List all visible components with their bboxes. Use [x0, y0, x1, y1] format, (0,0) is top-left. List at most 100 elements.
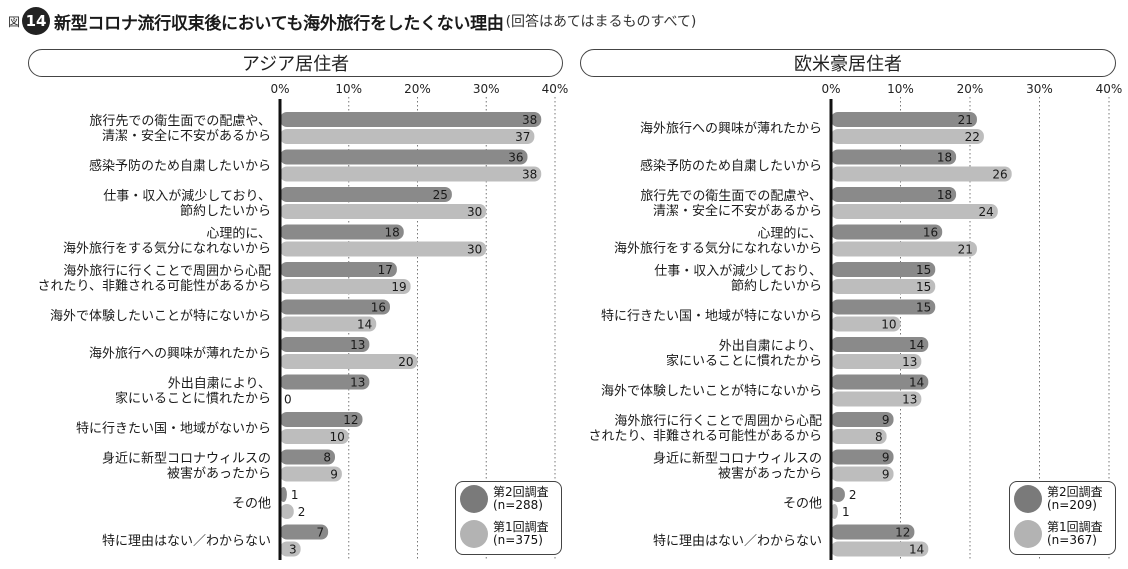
bar — [831, 504, 838, 519]
value-label: 13 — [902, 355, 917, 369]
bar — [280, 129, 535, 144]
value-label: 22 — [965, 130, 980, 144]
category-label: 仕事・収入が減少しており、節約したいから — [103, 188, 271, 219]
legend-label-first: 第1回調査 — [493, 520, 549, 534]
x-tick-label: 20% — [404, 82, 431, 96]
value-label: 9 — [882, 413, 890, 427]
value-label: 21 — [958, 113, 973, 127]
category-label: 感染予防のため自粛したいから — [89, 158, 271, 174]
bar — [831, 279, 936, 294]
bar — [280, 262, 397, 277]
bar — [280, 112, 542, 127]
category-label: 感染予防のため自粛したいから — [640, 158, 822, 174]
legend-swatch-first — [1014, 520, 1042, 548]
value-label: 13 — [902, 393, 917, 407]
bar — [831, 149, 957, 165]
legend-n-first: (n=375) — [493, 533, 543, 547]
bar — [280, 299, 390, 315]
x-tick-label: 40% — [542, 82, 569, 96]
legend-item-first: 第1回調査 (n=367) — [1014, 520, 1103, 548]
value-label: 15 — [916, 263, 931, 277]
value-label: 10 — [329, 430, 344, 444]
category-label: 海外旅行に行くことで周囲から心配されたり、非難される可能性があるから — [38, 264, 271, 294]
value-label: 12 — [895, 526, 910, 540]
bar — [831, 487, 845, 502]
category-label: 海外旅行に行くことで周囲から心配されたり、非難される可能性があるから — [589, 414, 822, 444]
bar — [280, 412, 363, 427]
value-label: 0 — [284, 393, 292, 407]
bar — [280, 429, 349, 444]
value-label: 18 — [937, 151, 952, 165]
category-label: その他 — [232, 497, 271, 512]
x-tick-label: 10% — [887, 82, 914, 96]
bar — [831, 112, 977, 127]
value-label: 15 — [916, 301, 931, 315]
bar — [831, 299, 936, 315]
bar — [831, 316, 901, 332]
value-label: 7 — [316, 526, 324, 540]
bar — [280, 187, 452, 202]
value-label: 2 — [849, 488, 857, 502]
category-label: 特に行きたい国・地域が特にないから — [601, 309, 822, 324]
legend-asia: 第2回調査 (n=288) 第1回調査 (n=375) — [455, 481, 562, 555]
value-label: 17 — [378, 263, 393, 277]
legend-label-first: 第1回調査 — [1047, 520, 1103, 534]
figure-number-badge: 14 — [22, 7, 51, 35]
figure-title: 新型コロナ流行収束後においても海外旅行をしたくない理由 — [54, 13, 504, 34]
legend-western: 第2回調査 (n=209) 第1回調査 (n=367) — [1009, 481, 1116, 555]
category-label: その他 — [783, 497, 822, 512]
value-label: 14 — [357, 318, 372, 332]
category-label: 海外旅行への興味が薄れたから — [89, 347, 271, 362]
bar — [280, 374, 370, 390]
value-label: 12 — [343, 413, 358, 427]
x-tick-label: 0% — [821, 82, 840, 96]
value-label: 16 — [371, 301, 386, 315]
bar — [831, 354, 922, 369]
value-label: 2 — [298, 505, 306, 519]
value-label: 14 — [909, 338, 924, 352]
bar — [280, 466, 342, 482]
bar — [831, 204, 998, 219]
chart-panel-0: 0% 10% 20% 30% 40%3837旅行先での衛生面での配慮や、清潔・安全に不安… — [38, 82, 569, 560]
category-label: 海外旅行への興味が薄れたから — [640, 122, 822, 137]
category-label: 仕事・収入が減少しており、節約したいから — [654, 263, 822, 294]
value-label: 30 — [467, 205, 482, 219]
bar — [831, 412, 894, 427]
bar — [831, 466, 894, 482]
legend-n-second: (n=288) — [493, 498, 543, 512]
category-label: 特に行きたい国・地域がないから — [76, 422, 271, 437]
x-tick-label: 40% — [1096, 82, 1123, 96]
legend-label-second: 第2回調査 — [493, 485, 549, 499]
value-label: 14 — [909, 543, 924, 557]
bar — [280, 279, 411, 294]
bar — [280, 224, 404, 240]
bar — [831, 187, 957, 202]
x-tick-label: 0% — [270, 82, 289, 96]
category-label: 外出自粛により、家にいることに慣れたから — [666, 339, 822, 369]
value-label: 10 — [881, 318, 896, 332]
value-label: 9 — [882, 451, 890, 465]
category-label: 海外で体験したいことが特にないから — [50, 309, 271, 324]
value-label: 15 — [916, 280, 931, 294]
value-label: 38 — [522, 113, 537, 127]
value-label: 38 — [522, 168, 537, 182]
legend-swatch-second — [460, 485, 488, 513]
bar — [280, 487, 287, 502]
value-label: 14 — [909, 376, 924, 390]
x-tick-label: 20% — [957, 82, 984, 96]
value-label: 30 — [467, 243, 482, 257]
bar — [831, 241, 977, 257]
category-label: 身近に新型コロナウィルスの被害があったから — [653, 451, 822, 482]
value-label: 1 — [842, 505, 850, 519]
figure-title-row: 図 14 新型コロナ流行収束後においても海外旅行をしたくない理由 (回答はあては… — [8, 6, 1118, 36]
value-label: 9 — [882, 468, 890, 482]
bar — [831, 224, 943, 240]
panel-title-asia: アジア居住者 — [28, 49, 563, 77]
value-label: 16 — [923, 226, 938, 240]
panel-title-western: 欧米豪居住者 — [580, 49, 1116, 77]
bar — [280, 149, 528, 165]
value-label: 8 — [323, 451, 331, 465]
bar — [831, 449, 894, 465]
legend-item-second: 第2回調査 (n=209) — [1014, 485, 1103, 513]
